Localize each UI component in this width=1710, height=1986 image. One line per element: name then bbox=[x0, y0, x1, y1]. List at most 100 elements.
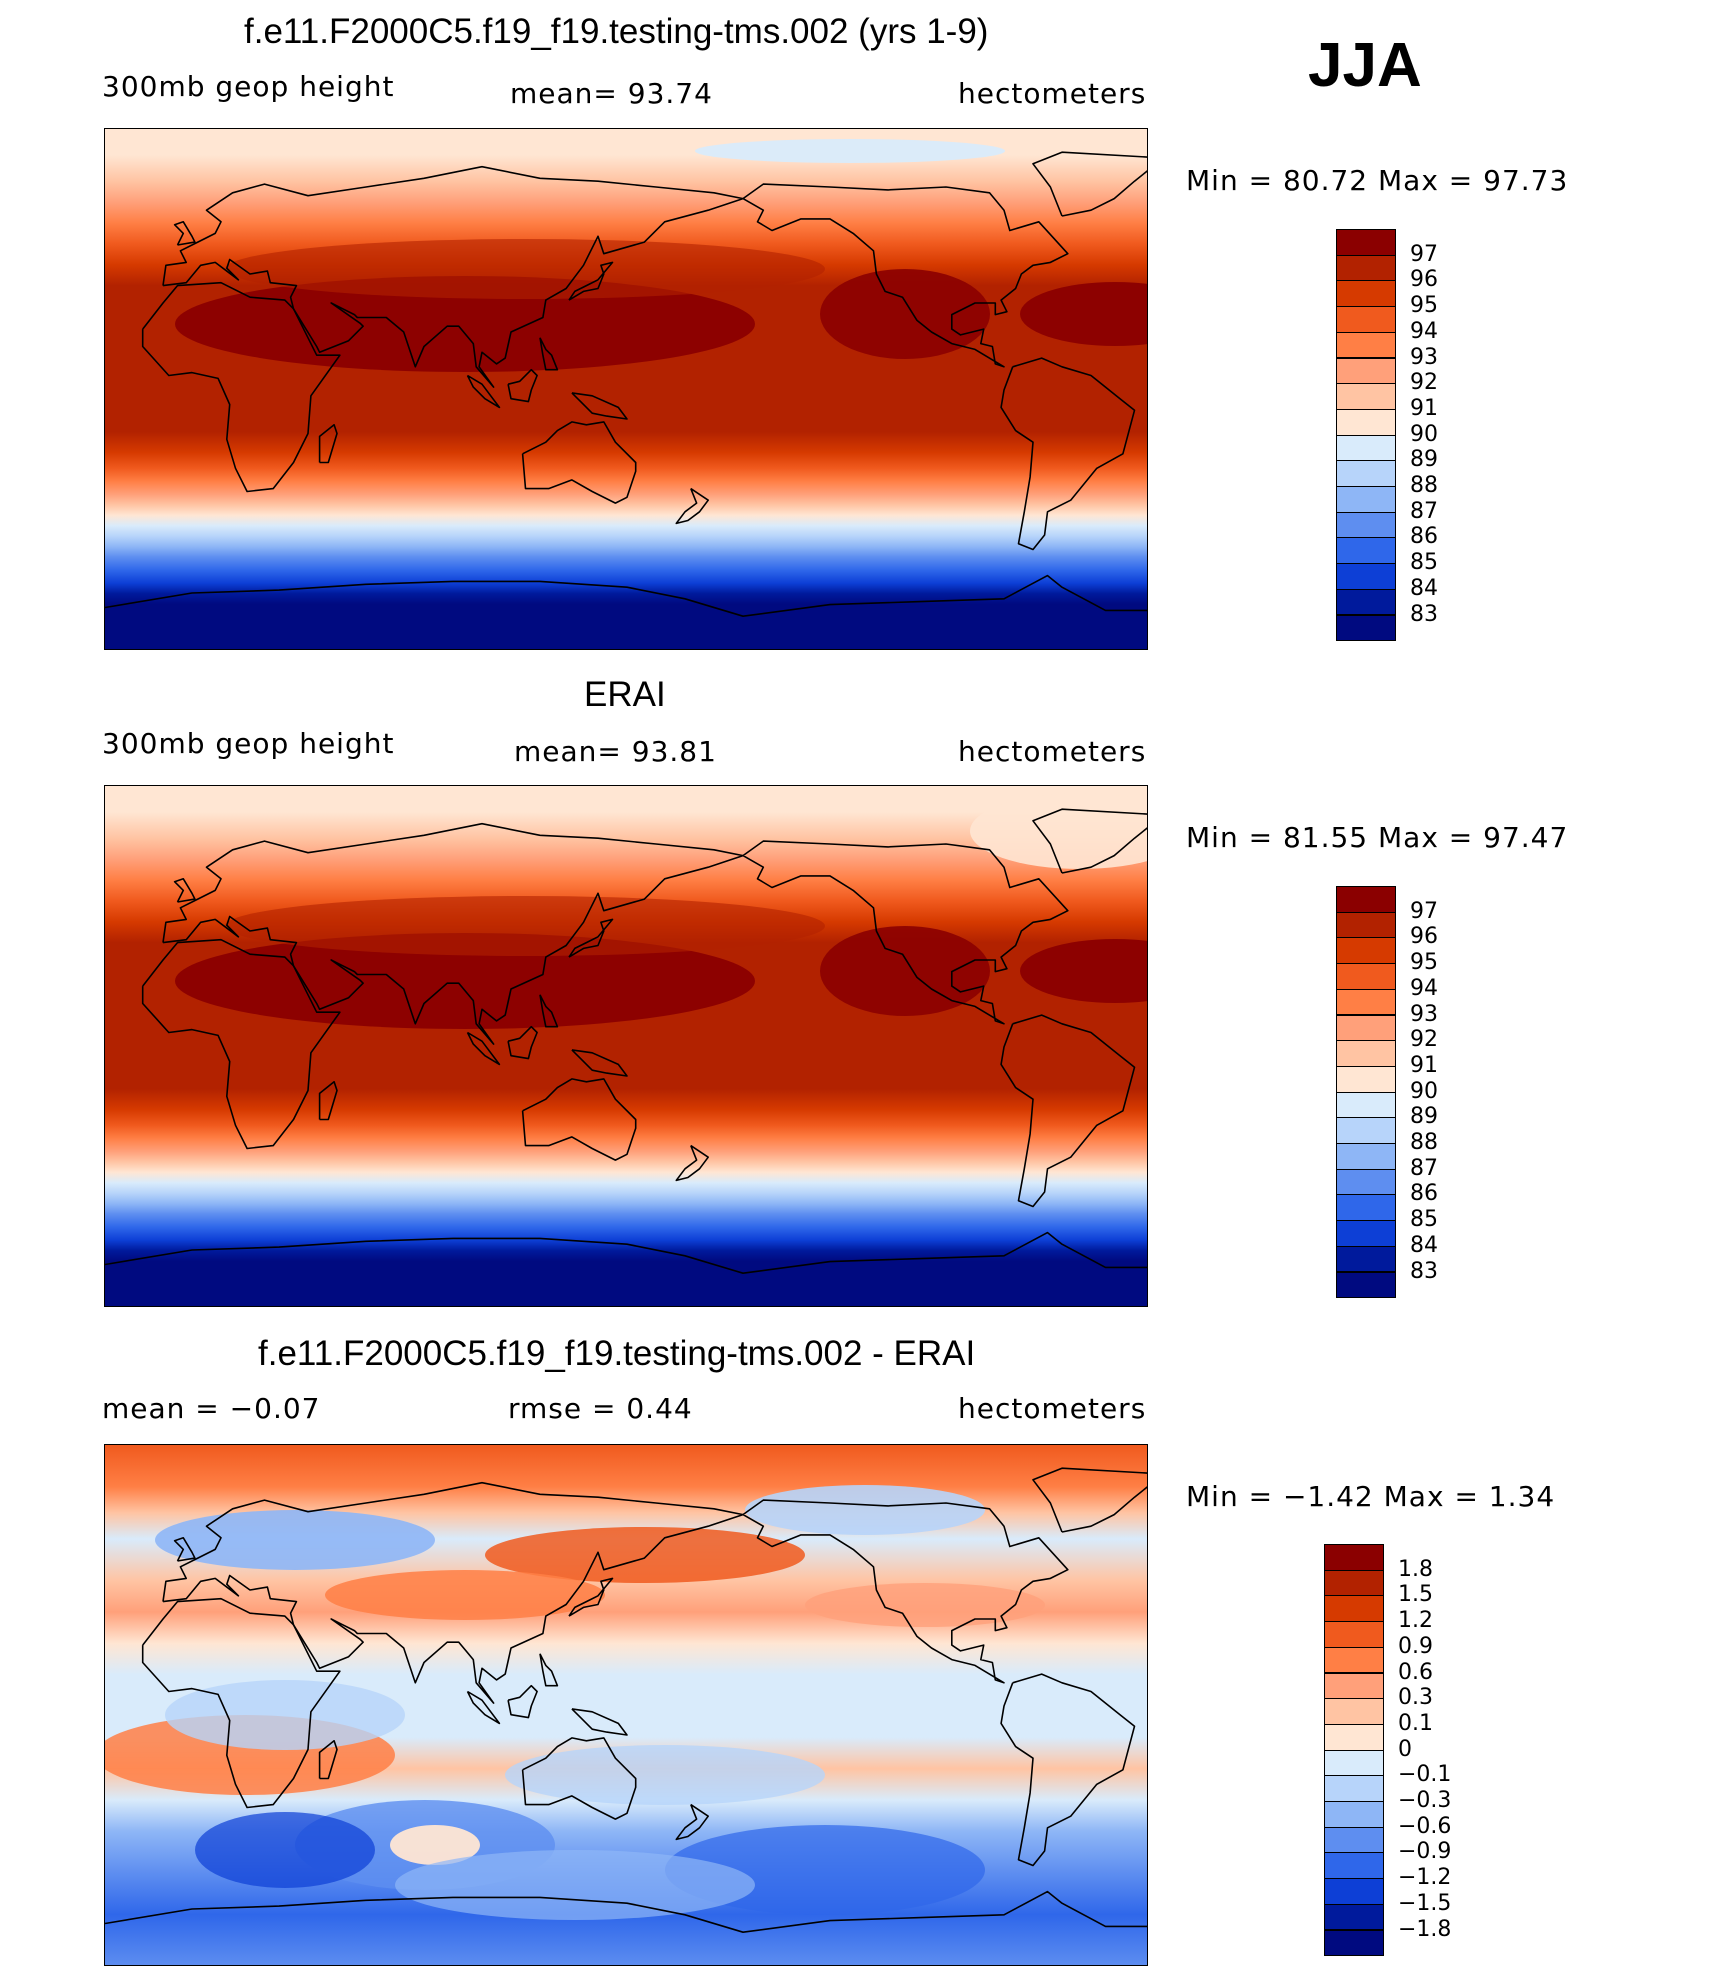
colorbar-label: 92 bbox=[1410, 370, 1438, 396]
field-contour-blob bbox=[175, 276, 755, 372]
coastline bbox=[105, 1890, 1147, 1934]
colorbar-swatch bbox=[1324, 1878, 1384, 1905]
panel2-units-label: hectometers bbox=[958, 735, 1147, 768]
panel3-rmse-label: rmse = 0.44 bbox=[508, 1392, 693, 1425]
coastline bbox=[521, 1078, 637, 1161]
colorbar-label: 0.3 bbox=[1398, 1685, 1433, 1711]
coastline bbox=[675, 1803, 710, 1841]
coastline bbox=[507, 1684, 538, 1719]
colorbar-label: 85 bbox=[1410, 1207, 1438, 1233]
colorbar-label: 93 bbox=[1410, 1001, 1438, 1027]
coastline bbox=[173, 1537, 196, 1562]
panel3-map bbox=[104, 1444, 1148, 1966]
coastline bbox=[539, 1653, 559, 1687]
colorbar-swatch bbox=[1336, 1143, 1396, 1170]
colorbar-swatch bbox=[1324, 1646, 1384, 1674]
colorbar-label: 84 bbox=[1410, 575, 1438, 601]
coastline bbox=[318, 423, 338, 464]
colorbar-label: 87 bbox=[1410, 498, 1438, 524]
coastline bbox=[742, 840, 1069, 1025]
colorbar-swatch bbox=[1336, 911, 1396, 939]
coastline bbox=[568, 918, 614, 958]
coastline bbox=[1032, 151, 1147, 217]
coastline bbox=[1000, 1673, 1136, 1867]
panel2-mean-label: mean= 93.81 bbox=[514, 735, 717, 768]
colorbar-swatch bbox=[1324, 1801, 1384, 1828]
colorbar-swatch bbox=[1336, 357, 1396, 385]
map-canvas bbox=[105, 786, 1147, 1306]
colorbar-label: −1.5 bbox=[1398, 1890, 1452, 1916]
panel1-mean-label: mean= 93.74 bbox=[510, 77, 713, 110]
panel1-minmax: Min = 80.72 Max = 97.73 bbox=[1186, 164, 1569, 197]
field-contour-blob bbox=[325, 1570, 605, 1620]
coastline bbox=[173, 221, 196, 246]
panel3-title: f.e11.F2000C5.f19_f19.testing-tms.002 - … bbox=[258, 1334, 976, 1373]
colorbar-label: 97 bbox=[1410, 898, 1438, 924]
colorbar-swatch bbox=[1324, 1929, 1384, 1957]
colorbar-label: 89 bbox=[1410, 447, 1438, 473]
colorbar-swatch bbox=[1336, 280, 1396, 308]
coastline bbox=[1000, 1014, 1136, 1208]
panel3-mean-label: mean = −0.07 bbox=[102, 1392, 321, 1425]
coastline bbox=[568, 261, 614, 301]
coastline bbox=[742, 183, 1069, 368]
field-contour-blob bbox=[1020, 939, 1147, 1003]
colorbar-label: 93 bbox=[1410, 344, 1438, 370]
colorbar-swatch bbox=[1336, 306, 1396, 333]
field-contour-blob bbox=[505, 1745, 825, 1805]
colorbar-label: 88 bbox=[1410, 473, 1438, 498]
colorbar-swatch bbox=[1336, 486, 1396, 513]
colorbar-swatch bbox=[1336, 1014, 1396, 1042]
coastline bbox=[1032, 1467, 1147, 1533]
field-contour-blob bbox=[745, 1485, 985, 1535]
field-contour-blob bbox=[485, 1527, 805, 1583]
colorbar-label: −0.9 bbox=[1398, 1839, 1452, 1865]
colorbar-swatch bbox=[1324, 1698, 1384, 1725]
colorbar-label: −0.6 bbox=[1398, 1813, 1452, 1839]
colorbar-label: 94 bbox=[1410, 975, 1438, 1001]
colorbar-swatch bbox=[1324, 1852, 1384, 1880]
coastline bbox=[1000, 357, 1136, 551]
colorbar-label: 96 bbox=[1410, 924, 1438, 950]
panel2-variable-label: 300mb geop height bbox=[102, 727, 395, 760]
colorbar-label: −1.8 bbox=[1398, 1916, 1452, 1942]
colorbar-label: 0.6 bbox=[1398, 1659, 1433, 1685]
coastline bbox=[675, 1144, 710, 1182]
colorbar-label: 96 bbox=[1410, 267, 1438, 293]
panel3-units-label: hectometers bbox=[958, 1392, 1147, 1425]
colorbar-swatch bbox=[1336, 1271, 1396, 1299]
colorbar-swatch bbox=[1336, 1168, 1396, 1196]
coastline bbox=[105, 1231, 1147, 1275]
colorbar-label: −1.2 bbox=[1398, 1865, 1452, 1891]
coastline bbox=[162, 822, 744, 1045]
colorbar-label: 90 bbox=[1410, 421, 1438, 447]
coastline bbox=[141, 1597, 341, 1809]
field-contour-blob bbox=[155, 1510, 435, 1570]
colorbar-swatch bbox=[1324, 1749, 1384, 1777]
field-contour-blob bbox=[390, 1825, 480, 1865]
coastline bbox=[507, 368, 538, 403]
coastline bbox=[568, 1577, 614, 1617]
coastline bbox=[466, 1031, 501, 1066]
colorbar-label: 0.1 bbox=[1398, 1710, 1433, 1736]
field-contour-blob bbox=[805, 1583, 1045, 1627]
coastline bbox=[539, 337, 559, 371]
colorbar-label: 94 bbox=[1410, 318, 1438, 344]
colorbar-swatch bbox=[1324, 1775, 1384, 1802]
colorbar-label: 0 bbox=[1398, 1736, 1412, 1762]
colorbar-label: 86 bbox=[1410, 1181, 1438, 1207]
colorbar-swatch bbox=[1336, 963, 1396, 990]
coastline bbox=[466, 1690, 501, 1725]
colorbar-label: 91 bbox=[1410, 1052, 1438, 1078]
field-background bbox=[105, 129, 1147, 649]
colorbar-swatch bbox=[1324, 1595, 1384, 1623]
coastline bbox=[318, 1080, 338, 1121]
season-label: JJA bbox=[1308, 31, 1422, 100]
colorbar-label: 83 bbox=[1410, 1258, 1438, 1284]
colorbar-label: −0.3 bbox=[1398, 1788, 1452, 1813]
coastline bbox=[571, 1708, 628, 1736]
coastline bbox=[539, 994, 559, 1028]
panel1-title: f.e11.F2000C5.f19_f19.testing-tms.002 (y… bbox=[244, 12, 989, 51]
colorbar-label: 1.2 bbox=[1398, 1608, 1433, 1634]
colorbar-label: 97 bbox=[1410, 241, 1438, 267]
